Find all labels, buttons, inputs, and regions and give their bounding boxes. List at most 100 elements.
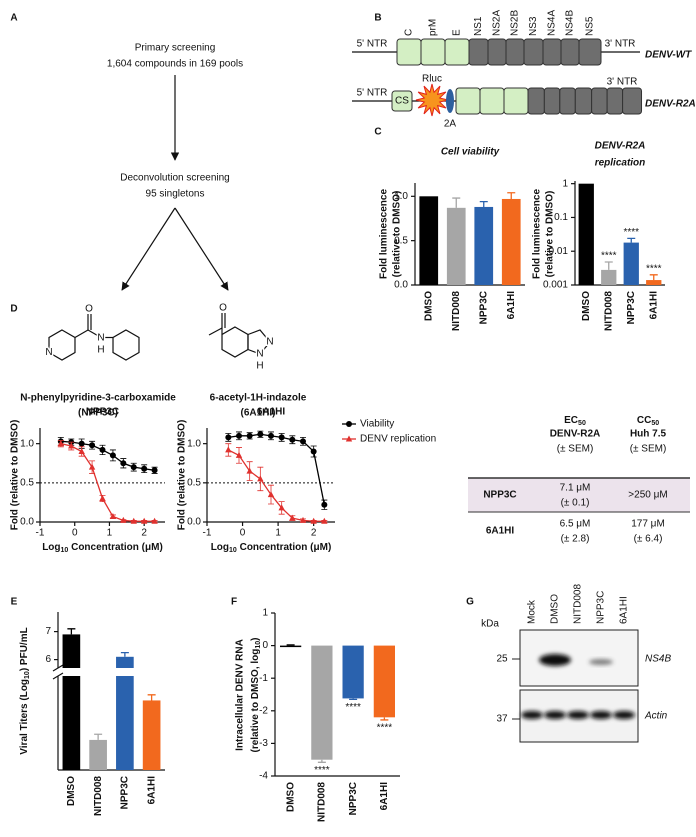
data-point xyxy=(130,517,137,524)
y-tick-label: -4 xyxy=(259,771,268,782)
series-line xyxy=(60,440,155,471)
y-axis-label: Fold luminescence xyxy=(379,189,390,279)
chart-title: Cell viability xyxy=(441,147,500,158)
table-header: EC50 xyxy=(564,415,586,428)
rluc-label: Rluc xyxy=(422,74,442,85)
error-bar xyxy=(604,261,613,270)
protein-label: C xyxy=(404,29,415,36)
atom: O xyxy=(85,304,93,315)
data-point xyxy=(99,495,106,501)
structural-protein xyxy=(479,87,505,115)
data-point xyxy=(321,501,328,508)
pyridine-ring xyxy=(48,329,76,361)
structural-protein xyxy=(420,38,446,66)
x-tick-label: NPP3C xyxy=(120,776,131,809)
y-tick-label: -1 xyxy=(259,673,268,684)
step-text: 1,604 compounds in 169 pools xyxy=(107,59,243,70)
band-label: NS4B xyxy=(645,654,671,665)
significance: **** xyxy=(623,227,639,238)
step-text: 95 singletons xyxy=(146,189,205,200)
y-tick-label: 0.5 xyxy=(187,477,201,488)
error-bar xyxy=(120,651,129,657)
bar xyxy=(62,634,81,668)
axis-break xyxy=(52,664,64,680)
x-tick-label: NITD008 xyxy=(451,291,462,331)
x-tick-label: 2 xyxy=(311,528,317,539)
bar xyxy=(342,645,364,699)
rluc-star xyxy=(415,83,449,117)
y-tick-label: 1 xyxy=(562,178,568,189)
legend-marker xyxy=(345,435,353,442)
legend-marker xyxy=(346,421,352,427)
error-bar xyxy=(147,694,156,701)
band xyxy=(613,711,635,719)
nonstructural-protein xyxy=(606,87,624,115)
data-point xyxy=(120,460,127,467)
protein-label: E xyxy=(452,29,463,36)
y-tick-label: 0.01 xyxy=(549,246,569,257)
x-tick-label: 1 xyxy=(107,528,113,539)
lane-label: 6A1HI xyxy=(619,596,630,624)
nonstructural-protein xyxy=(505,38,525,66)
data-point xyxy=(89,442,96,449)
data-point xyxy=(236,432,242,439)
data-point xyxy=(151,467,158,474)
data-point xyxy=(130,464,137,471)
ntr-label: 5' NTR xyxy=(357,88,388,99)
data-point xyxy=(99,446,106,453)
x-axis-label-part: Log xyxy=(42,542,60,553)
error-bar xyxy=(349,698,358,701)
error-bar xyxy=(479,200,488,207)
y-axis-label-part: 10 xyxy=(24,671,31,679)
lane-label: NPP3C xyxy=(596,591,607,624)
band xyxy=(521,711,543,719)
error-bar xyxy=(627,237,636,243)
x-axis-label-part: Concentration (μM) xyxy=(68,542,162,553)
bar xyxy=(646,280,662,285)
compound-name: N-phenylpyridine-3-carboxamide xyxy=(20,393,176,404)
bar xyxy=(501,198,521,285)
x-tick-label: DMSO xyxy=(423,291,434,321)
x-axis-label-part: Log xyxy=(211,542,229,553)
x-tick-label: NPP3C xyxy=(348,782,359,815)
x-tick-label: 6A1HI xyxy=(146,776,157,805)
panel-label: G xyxy=(466,597,474,608)
data-point xyxy=(57,440,65,447)
band xyxy=(567,711,589,719)
compound-abbr: (6A1HI) xyxy=(240,408,275,419)
y-tick-label: -2 xyxy=(259,705,268,716)
y-tick-label: 6 xyxy=(45,654,51,665)
nonstructural-protein xyxy=(560,38,580,66)
error-bar xyxy=(452,197,461,208)
bar xyxy=(62,676,81,770)
significance: **** xyxy=(601,251,617,262)
bar xyxy=(623,242,639,285)
data-point xyxy=(141,465,148,472)
y-tick-label: 0.0 xyxy=(20,517,34,528)
table-cell: 7.1 μM xyxy=(560,483,591,494)
x-tick-label: DMSO xyxy=(285,782,296,812)
y-axis-label: Fold (relative to DMSO) xyxy=(10,420,21,531)
y-axis-label-part: ) xyxy=(250,637,261,640)
x-axis-label-part: Concentration (μM) xyxy=(237,542,331,553)
table-header: (± SEM) xyxy=(557,444,594,455)
x-axis-label-part: 10 xyxy=(229,547,237,554)
y-tick-label: 1.0 xyxy=(394,191,408,202)
data-point xyxy=(78,448,85,454)
band xyxy=(590,711,612,719)
data-point xyxy=(310,517,317,524)
significance: **** xyxy=(314,765,330,776)
table-cell: 6.5 μM xyxy=(560,519,591,530)
y-axis-label: (relative to DMSO) xyxy=(545,191,556,278)
x-tick-label: 2 xyxy=(141,528,147,539)
x-tick-label: 0 xyxy=(240,528,246,539)
nonstructural-protein xyxy=(523,38,544,66)
construct-name: DENV-WT xyxy=(645,50,692,61)
y-tick-label: 1 xyxy=(262,608,268,619)
error-bar xyxy=(286,644,295,646)
y-axis-label-part: Viral Titers (Log xyxy=(19,679,30,755)
compound-abbr: (NPP3C) xyxy=(78,408,118,419)
step-text: Deconvolution screening xyxy=(120,173,230,184)
x-tick-label: NPP3C xyxy=(626,291,637,324)
atom: N xyxy=(97,333,104,344)
